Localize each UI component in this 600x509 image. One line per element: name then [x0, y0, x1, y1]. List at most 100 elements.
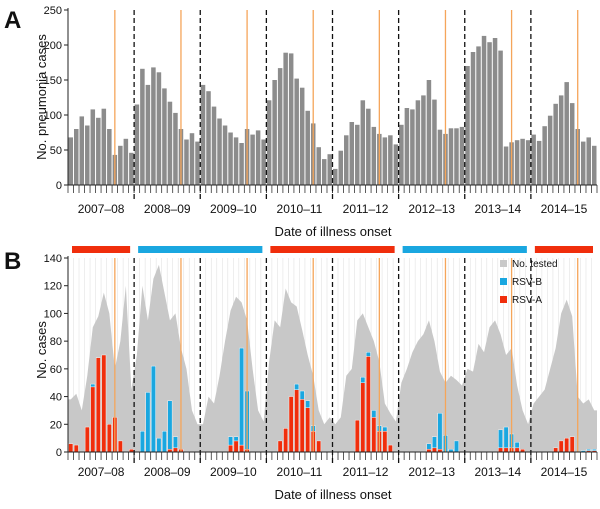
pneumonia-bar: [321, 159, 327, 185]
y-tick-label: 50: [50, 145, 62, 157]
pneumonia-bar: [217, 118, 222, 185]
y-tick-label: 100: [44, 308, 62, 320]
pneumonia-bar: [123, 138, 129, 185]
pneumonia-bar: [167, 101, 173, 185]
rsv-a-bar: [388, 444, 393, 453]
rsv-b-bar: [156, 437, 162, 453]
y-tick-label: 60: [50, 364, 62, 376]
rsv-b-bar: [239, 347, 244, 446]
pneumonia-bar: [531, 134, 536, 185]
pneumonia-bar: [514, 140, 520, 185]
pneumonia-bar: [388, 135, 393, 185]
panel-b-x-axis-title: Date of illness onset: [274, 487, 391, 502]
pneumonia-bar: [200, 84, 206, 185]
pneumonia-bar: [90, 109, 96, 185]
pneumonia-bar: [338, 150, 344, 185]
pneumonia-bar: [305, 110, 310, 185]
dominant-subtype-bar: [534, 246, 593, 253]
pneumonia-bar: [476, 46, 481, 186]
season-label: 2013–14: [474, 202, 521, 216]
rsv-b-bar: [151, 365, 156, 453]
pneumonia-bar: [74, 129, 79, 185]
pneumonia-bar: [162, 88, 167, 185]
rsv-a-bar: [498, 447, 503, 453]
panel-a: A No. pneumonia cases Date of illness on…: [4, 5, 598, 239]
pneumonia-bar: [266, 100, 272, 185]
panel-a-y-axis-title: No. pneumonia cases: [34, 34, 49, 160]
pneumonia-bar: [349, 122, 355, 185]
pneumonia-bar: [129, 152, 134, 185]
rsv-a-bar: [558, 440, 564, 453]
rsv-b-bar: [140, 431, 145, 453]
y-tick-label: 0: [56, 447, 62, 459]
y-tick-label: 0: [56, 180, 62, 192]
pneumonia-bar: [272, 80, 277, 185]
season-label: 2009–10: [210, 465, 257, 479]
season-label: 2012–13: [408, 202, 455, 216]
pneumonia-bar: [294, 78, 299, 185]
legend-label: No. tested: [512, 259, 558, 270]
rsv-b-bar: [145, 392, 151, 453]
rsv-a-bar: [514, 447, 520, 453]
rsv-b-bar: [294, 383, 300, 390]
pneumonia-bar: [211, 106, 217, 185]
pneumonia-bar: [591, 145, 597, 185]
pneumonia-bar: [101, 108, 107, 185]
pneumonia-bar: [580, 141, 586, 185]
pneumonia-bar: [421, 95, 426, 185]
pneumonia-bar: [277, 68, 283, 185]
pneumonia-bar: [410, 109, 415, 185]
rsv-a-bar: [316, 440, 322, 453]
pneumonia-bar: [255, 130, 261, 185]
pneumonia-bar: [536, 140, 542, 185]
pneumonia-bar: [333, 168, 338, 185]
pneumonia-bar: [316, 147, 321, 185]
pneumonia-bar: [85, 125, 90, 185]
rsv-a-bar: [117, 440, 123, 453]
season-label: 2012–13: [408, 465, 455, 479]
season-label: 2008–09: [144, 465, 191, 479]
rsv-a-bar: [360, 382, 366, 453]
pneumonia-bar: [558, 95, 564, 185]
pneumonia-bar: [206, 91, 211, 185]
pneumonia-bar: [96, 117, 101, 185]
y-tick-label: 140: [44, 253, 62, 265]
pneumonia-bar: [415, 100, 421, 185]
pneumonia-bar: [432, 99, 437, 185]
pneumonia-bar: [156, 72, 162, 185]
rsv-a-bar: [233, 440, 239, 453]
pneumonia-bar: [503, 146, 509, 185]
rsv-a-bar: [73, 444, 79, 453]
pneumonia-bar: [250, 134, 255, 185]
rsv-a-bar: [288, 396, 294, 453]
rsv-b-bar: [514, 442, 520, 449]
rsv-b-bar: [162, 431, 167, 453]
rsv-a-bar: [553, 447, 559, 453]
season-label: 2009–10: [210, 202, 257, 216]
rsv-b-bar: [454, 440, 459, 453]
pneumonia-bar: [355, 124, 360, 185]
pneumonia-bar: [344, 135, 349, 185]
rsv-a-bar: [365, 356, 371, 453]
pneumonia-bar: [470, 52, 476, 185]
pneumonia-bar: [492, 38, 498, 185]
pneumonia-bar: [173, 112, 178, 185]
rsv-b-bar: [432, 436, 437, 449]
season-label: 2011–12: [343, 465, 389, 479]
pneumonia-bar: [299, 87, 305, 185]
pneumonia-bar: [393, 144, 399, 185]
pneumonia-bar: [140, 68, 145, 185]
rsv-a-bar: [68, 443, 74, 453]
pneumonia-bar: [327, 154, 332, 185]
rsv-a-bar: [84, 426, 90, 453]
y-tick-label: 120: [44, 281, 62, 293]
pneumonia-bar: [222, 125, 228, 185]
pneumonia-bar: [426, 80, 432, 185]
pneumonia-bar: [454, 128, 459, 185]
pneumonia-bar: [459, 126, 465, 185]
pneumonia-bar: [399, 124, 404, 185]
pneumonia-bar: [586, 137, 591, 185]
pneumonia-bar: [569, 103, 575, 185]
rsv-b-bar: [503, 426, 509, 449]
rsv-a-bar: [432, 447, 437, 453]
